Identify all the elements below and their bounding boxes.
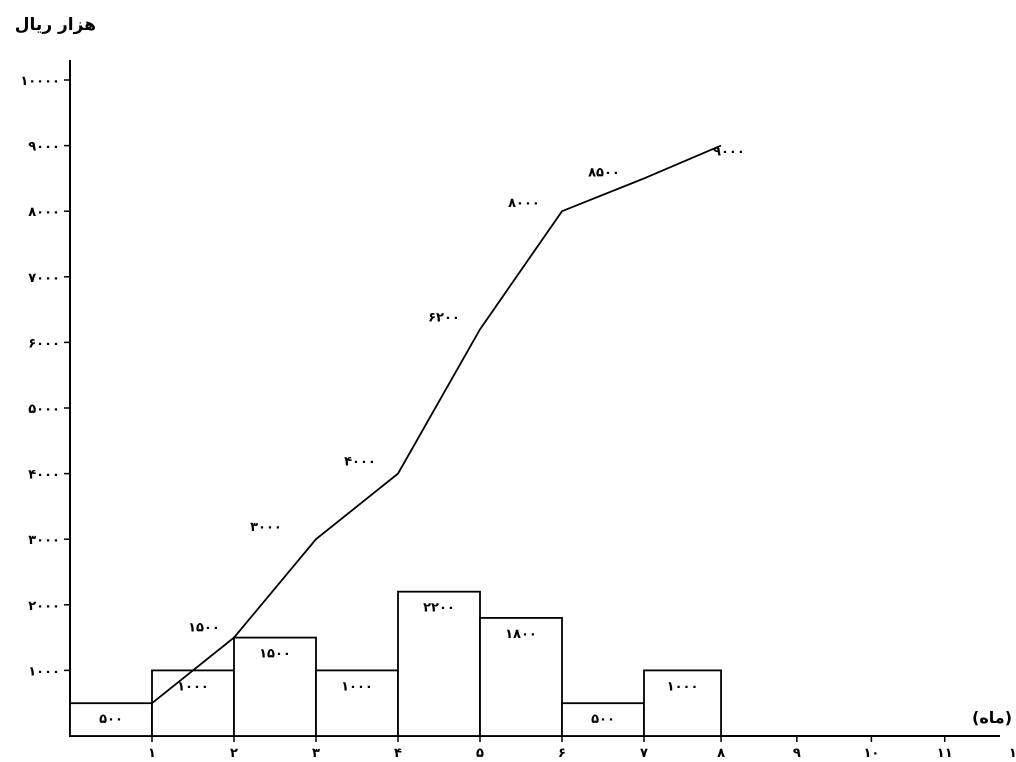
- bar: [315, 669, 399, 737]
- bar: [479, 617, 563, 737]
- x-axis-label: (ماه): [972, 708, 1012, 727]
- cumulative-value-label: ۹۰۰۰: [713, 145, 745, 160]
- x-tick-label: ۳: [312, 746, 320, 761]
- y-tick-label: ۴۰۰۰: [28, 468, 60, 483]
- x-tick-label: ۸: [717, 746, 725, 761]
- bar: [643, 669, 722, 737]
- cumulative-value-label: ۶۲۰۰: [428, 310, 460, 325]
- x-tick-label: ۶: [558, 746, 566, 761]
- bar-value-label: ۱۰۰۰: [667, 679, 699, 694]
- y-tick-label: ۷۰۰۰: [28, 271, 60, 286]
- cumulative-value-label: ۸۵۰۰: [588, 165, 620, 180]
- bar-value-label: ۲۲۰۰: [423, 601, 455, 616]
- y-tick-label: ۹۰۰۰: [28, 140, 60, 155]
- bar-value-label: ۱۵۰۰: [259, 647, 291, 662]
- x-tick-label: ۱: [148, 746, 156, 761]
- y-tick-label: ۸۰۰۰: [28, 205, 60, 220]
- x-tick-label: ۴: [394, 746, 402, 761]
- bar: [69, 702, 153, 737]
- y-tick-label: ۶۰۰۰: [28, 336, 60, 351]
- cumulative-value-label: ۴۰۰۰: [344, 455, 376, 470]
- cumulative-line: [151, 144, 722, 704]
- bar-value-label: ۱۰۰۰: [341, 679, 373, 694]
- cumulative-value-label: ۳۰۰۰: [250, 520, 282, 535]
- x-tick-label: ۲: [230, 746, 238, 761]
- x-tick-label: ۵: [476, 746, 484, 761]
- y-tick-label: ۲۰۰۰: [28, 599, 60, 614]
- bar-value-label: ۱۸۰۰: [505, 627, 537, 642]
- x-tick-label: ۱۱: [937, 746, 953, 761]
- cumulative-value-label: ۸۰۰۰: [508, 196, 540, 211]
- bar: [561, 702, 645, 737]
- bar: [397, 590, 481, 737]
- x-tick-label: ۹: [793, 746, 801, 761]
- y-axis-label: هزار ریال: [15, 15, 96, 35]
- y-tick-label: ۱۰۰۰: [28, 664, 60, 679]
- bar: [233, 636, 317, 737]
- y-tick-label: ۵۰۰۰: [28, 402, 60, 417]
- y-tick-label: ۱۰۰۰۰: [20, 74, 60, 89]
- bar-value-label: ۱۰۰۰: [177, 679, 209, 694]
- y-tick-label: ۳۰۰۰: [28, 533, 60, 548]
- bar-value-label: ۵۰۰: [591, 712, 615, 727]
- x-tick-label: ۷: [640, 746, 648, 761]
- x-tick-label: ۱۰: [863, 746, 879, 761]
- bar-value-label: ۵۰۰: [99, 712, 123, 727]
- x-tick-label: ۱۲: [1009, 746, 1016, 761]
- cumulative-value-label: ۱۵۰۰: [188, 621, 220, 636]
